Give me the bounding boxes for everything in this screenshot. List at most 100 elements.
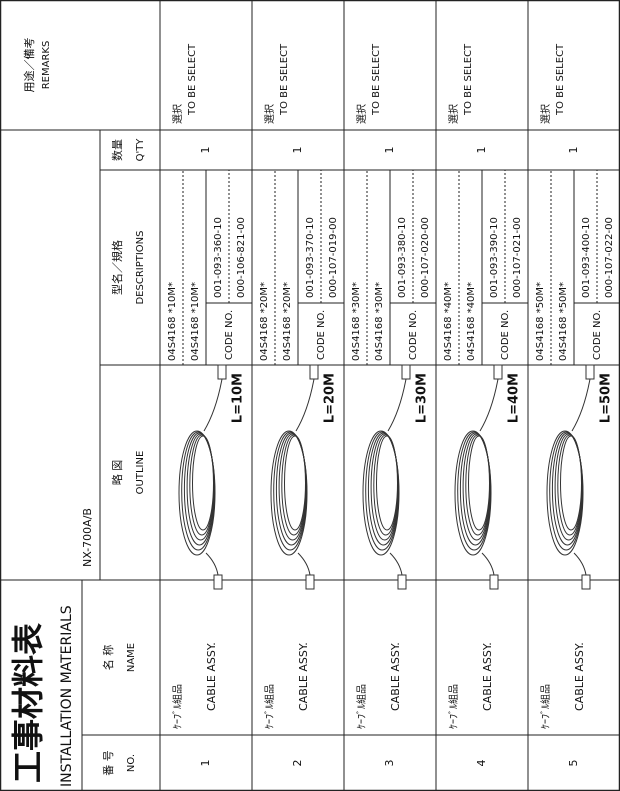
item-name-en: CABLE ASSY. <box>573 642 586 711</box>
code-number: 000-107-021-00 <box>512 217 523 298</box>
code-number: 000-107-019-00 <box>328 217 339 298</box>
model-name: NX-700A/B <box>81 508 94 567</box>
cable-end <box>203 378 223 432</box>
cable-coil <box>192 435 214 531</box>
code-label: CODE NO. <box>224 310 235 360</box>
code-number: 001-093-370-10 <box>305 217 316 298</box>
item-number: 2 <box>291 760 304 767</box>
cable-length: L=10M <box>231 373 246 423</box>
cable-length: L=40M <box>507 373 522 423</box>
column-header-ja: 用途／備考 <box>22 38 36 93</box>
description: 04S4168 *50M* <box>558 282 569 361</box>
cable-coil <box>560 435 582 531</box>
description: 04S4168 *10M* <box>167 282 178 361</box>
remarks-ja: 選択 <box>355 104 368 124</box>
remarks-ja: 選択 <box>171 104 184 124</box>
item-name-en: CABLE ASSY. <box>297 642 310 711</box>
cable-end <box>571 378 591 432</box>
column-header-ja: 数量 <box>111 139 124 161</box>
quantity: 1 <box>567 147 580 154</box>
code-label: CODE NO. <box>316 310 327 360</box>
code-number: 001-093-400-10 <box>581 217 592 298</box>
description: 04S4168 *10M* <box>190 282 201 361</box>
column-header-ja: 番 号 <box>102 750 115 776</box>
code-number: 001-093-360-10 <box>213 217 224 298</box>
item-name-en: CABLE ASSY. <box>205 642 218 711</box>
quantity: 1 <box>199 147 212 154</box>
item-name-ja: ｹｰﾌﾞﾙ組品 <box>263 684 276 729</box>
description: 04S4168 *40M* <box>443 282 454 361</box>
description: 04S4168 *20M* <box>259 282 270 361</box>
cable-end <box>479 378 499 432</box>
cable-length: L=20M <box>323 373 338 423</box>
remarks-ja: 選択 <box>539 104 552 124</box>
item-number: 3 <box>383 760 396 767</box>
cable-end <box>205 552 219 576</box>
column-header-en: NO. <box>126 754 137 772</box>
description: 04S4168 *40M* <box>466 282 477 361</box>
column-header-ja: 型名／規格 <box>110 240 124 295</box>
remarks-ja: 選択 <box>447 104 460 124</box>
code-number: 001-093-380-10 <box>397 217 408 298</box>
remarks-en: TO BE SELECT <box>463 43 474 116</box>
description: 04S4168 *50M* <box>535 282 546 361</box>
cable-coil <box>468 435 490 531</box>
column-header-en: REMARKS <box>41 41 52 90</box>
code-label: CODE NO. <box>592 310 603 360</box>
cable-end <box>389 552 403 576</box>
code-label: CODE NO. <box>500 310 511 360</box>
code-number: 001-093-390-10 <box>489 217 500 298</box>
column-header-ja: 名 称 <box>101 645 115 671</box>
column-header-ja: 略 図 <box>110 460 124 486</box>
column-header-en: DESCRIPTIONS <box>135 230 146 304</box>
connector <box>309 364 319 380</box>
cable-coil <box>284 435 306 531</box>
connector <box>581 574 591 590</box>
connector <box>213 574 223 590</box>
remarks-en: TO BE SELECT <box>279 43 290 116</box>
item-name-ja: ｹｰﾌﾞﾙ組品 <box>171 684 184 729</box>
cable-end <box>387 378 407 432</box>
item-name-ja: ｹｰﾌﾞﾙ組品 <box>447 684 460 729</box>
remarks-ja: 選択 <box>263 104 276 124</box>
column-header-en: NAME <box>126 643 137 672</box>
cable-length: L=30M <box>415 373 430 423</box>
item-name-en: CABLE ASSY. <box>481 642 494 711</box>
title: 工事材料表 <box>9 623 47 783</box>
subtitle: INSTALLATION MATERIALS <box>59 605 75 787</box>
cable-end <box>573 552 587 576</box>
connector <box>397 574 407 590</box>
description: 04S4168 *30M* <box>374 282 385 361</box>
cable-coil <box>376 435 398 531</box>
cable-end <box>297 552 311 576</box>
item-name-ja: ｹｰﾌﾞﾙ組品 <box>355 684 368 729</box>
item-name-ja: ｹｰﾌﾞﾙ組品 <box>539 684 552 729</box>
connector <box>217 364 227 380</box>
remarks-en: TO BE SELECT <box>187 43 198 116</box>
connector <box>493 364 503 380</box>
item-number: 4 <box>475 760 488 767</box>
quantity: 1 <box>475 147 488 154</box>
cable-end <box>295 378 315 432</box>
column-header-en: OUTLINE <box>135 451 146 495</box>
connector <box>585 364 595 380</box>
connector <box>305 574 315 590</box>
quantity: 1 <box>291 147 304 154</box>
item-number: 5 <box>567 760 580 767</box>
item-number: 1 <box>199 760 212 767</box>
remarks-en: TO BE SELECT <box>371 43 382 116</box>
remarks-en: TO BE SELECT <box>555 43 566 116</box>
cable-length: L=50M <box>599 373 614 423</box>
connector <box>489 574 499 590</box>
quantity: 1 <box>383 147 396 154</box>
column-header-en: Q'TY <box>135 138 146 162</box>
code-number: 000-107-020-00 <box>420 217 431 298</box>
description: 04S4168 *20M* <box>282 282 293 361</box>
code-number: 000-107-022-00 <box>604 217 615 298</box>
item-name-en: CABLE ASSY. <box>389 642 402 711</box>
code-label: CODE NO. <box>408 310 419 360</box>
description: 04S4168 *30M* <box>351 282 362 361</box>
